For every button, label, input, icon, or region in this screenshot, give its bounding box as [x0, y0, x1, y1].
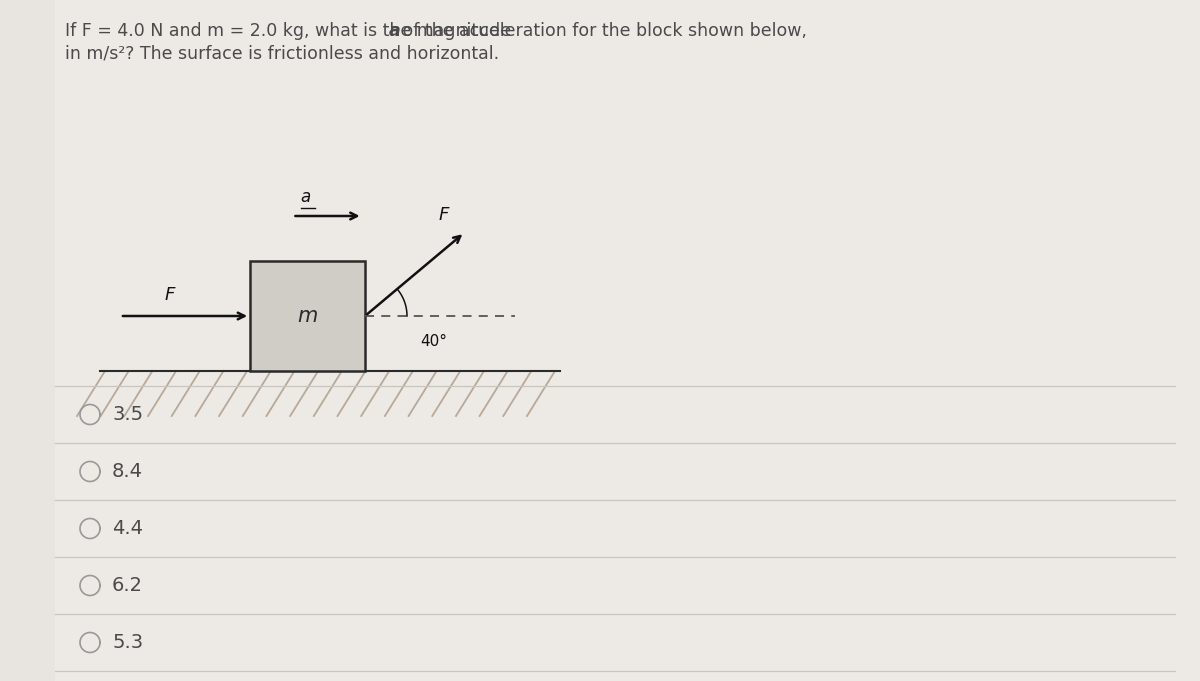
- Text: 6.2: 6.2: [112, 576, 143, 595]
- Text: $a$: $a$: [300, 188, 312, 206]
- Text: 5.3: 5.3: [112, 633, 143, 652]
- Text: of the acceleration for the block shown below,: of the acceleration for the block shown …: [397, 22, 806, 40]
- Text: $F$: $F$: [438, 206, 451, 225]
- Bar: [250, 261, 365, 371]
- Text: 3.5: 3.5: [112, 405, 143, 424]
- Text: $F$: $F$: [163, 286, 176, 304]
- Text: 40°: 40°: [420, 334, 446, 349]
- Text: in m/s²? The surface is frictionless and horizontal.: in m/s²? The surface is frictionless and…: [65, 44, 499, 62]
- Text: $m$: $m$: [298, 306, 318, 326]
- Text: If F = 4.0 N and m = 2.0 kg, what is the magnitude: If F = 4.0 N and m = 2.0 kg, what is the…: [65, 22, 517, 40]
- Text: a: a: [389, 22, 401, 40]
- Text: 4.4: 4.4: [112, 519, 143, 538]
- Bar: [0, 0, 55, 681]
- Text: 8.4: 8.4: [112, 462, 143, 481]
